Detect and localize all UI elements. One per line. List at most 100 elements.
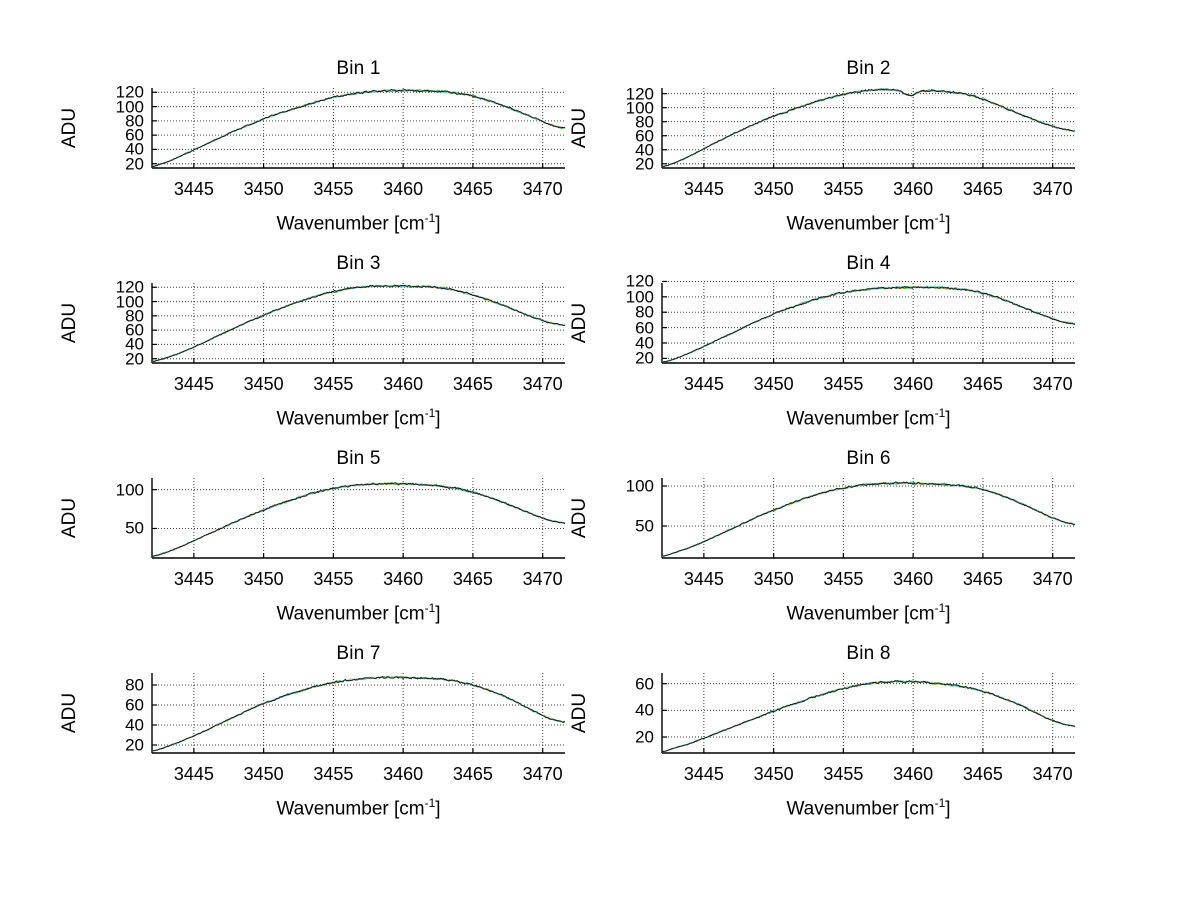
x-tick-label: 3460 [893,179,934,199]
x-axis-label: Wavenumber [cm-1] [786,601,950,625]
y-tick-label: 120 [115,82,144,102]
x-tick-label: 3450 [753,764,794,784]
x-tick-label: 3470 [522,179,563,199]
x-tick-label: 3460 [893,764,934,784]
plot-area [151,478,566,559]
x-axis-label-text: Wavenumber [cm [276,603,425,625]
x-tick-label: 3450 [753,179,794,199]
y-tick-label: 20 [635,348,654,368]
y-tick-label: 120 [625,84,654,104]
y-tick-label: 60 [125,695,144,715]
y-tick-label: 60 [125,125,144,145]
x-tick-label: 3450 [753,569,794,589]
axes [661,280,1076,364]
x-axis-label-bracket: ] [435,798,441,820]
y-tick-label: 80 [635,112,654,132]
y-tick-label: 40 [125,715,144,735]
x-tick-label: 3455 [313,569,354,589]
x-axis-label-bracket: ] [945,603,951,625]
spectrum-trace-black [151,88,566,168]
x-tick-label: 3455 [313,179,354,199]
spectrum-trace-black [151,675,566,752]
spectrum-trace-cyan [661,680,1076,753]
x-tick-label: 3445 [683,374,724,394]
x-tick-label: 3455 [313,764,354,784]
axes [661,87,1076,169]
x-tick-label: 3470 [1032,569,1073,589]
y-axis-label: ADU [569,692,590,734]
spectrum-trace-black [661,481,1076,557]
panel-title: Bin 3 [336,253,381,274]
y-tick-label: 40 [125,334,144,354]
x-tick-label: 3460 [383,764,424,784]
x-axis-label: Wavenumber [cm-1] [786,211,950,235]
y-tick-label: 100 [115,292,144,312]
x-axis-label-exponent: -1 [424,601,436,615]
x-axis-label-text: Wavenumber [cm [786,798,935,820]
y-tick-label: 100 [625,287,654,307]
y-tick-label: 120 [625,271,654,291]
y-tick-label: 60 [635,126,654,146]
plot-area [151,88,566,169]
plot-area [661,280,1076,364]
x-axis-label-bracket: ] [945,798,951,820]
plot-area [151,673,566,754]
x-axis-label-text: Wavenumber [cm [276,408,425,430]
spectrum-trace-black [661,285,1076,363]
x-tick-label: 3460 [893,374,934,394]
spectrum-trace-yellow [661,680,1076,753]
x-axis-label-bracket: ] [435,603,441,625]
x-axis-label-exponent: -1 [934,406,946,420]
x-tick-label: 3470 [522,764,563,784]
panel-title: Bin 1 [336,58,381,79]
x-axis-label-text: Wavenumber [cm [276,213,425,235]
x-tick-label: 3450 [243,179,284,199]
x-tick-label: 3445 [683,569,724,589]
y-tick-label: 40 [635,333,654,353]
y-tick-label: 60 [635,674,654,694]
x-axis-label: Wavenumber [cm-1] [276,211,440,235]
axes [661,478,1076,559]
x-tick-label: 3470 [522,374,563,394]
x-axis-label-text: Wavenumber [cm [786,603,935,625]
spectrum-trace-green [661,680,1076,753]
x-axis-label-exponent: -1 [934,796,946,810]
x-tick-label: 3450 [243,374,284,394]
x-axis-label-bracket: ] [435,213,441,235]
x-tick-label: 3460 [893,569,934,589]
x-axis-label-exponent: -1 [934,601,946,615]
x-tick-label: 3460 [383,569,424,589]
x-tick-label: 3450 [243,569,284,589]
y-tick-label: 100 [115,97,144,117]
x-axis-label-bracket: ] [945,408,951,430]
x-tick-label: 3445 [173,764,214,784]
x-axis-label: Wavenumber [cm-1] [276,601,440,625]
spectrum-trace-black [151,482,566,557]
x-tick-label: 3470 [1032,179,1073,199]
plot-area [661,87,1076,169]
y-tick-label: 20 [125,735,144,755]
x-tick-label: 3455 [823,764,864,784]
x-axis-label-exponent: -1 [424,796,436,810]
axes [661,673,1076,754]
x-tick-label: 3445 [683,764,724,784]
y-tick-label: 120 [115,277,144,297]
y-tick-label: 80 [125,111,144,131]
x-axis-label-text: Wavenumber [cm [786,213,935,235]
y-tick-label: 100 [625,98,654,118]
y-tick-label: 20 [125,154,144,174]
y-tick-label: 100 [625,476,654,496]
x-axis-label-bracket: ] [945,213,951,235]
x-axis-label: Wavenumber [cm-1] [276,406,440,430]
panel-title: Bin 4 [846,253,891,274]
y-tick-label: 40 [125,139,144,159]
spectrum-trace-black [661,88,1076,168]
y-tick-label: 20 [635,727,654,747]
x-tick-label: 3455 [823,179,864,199]
